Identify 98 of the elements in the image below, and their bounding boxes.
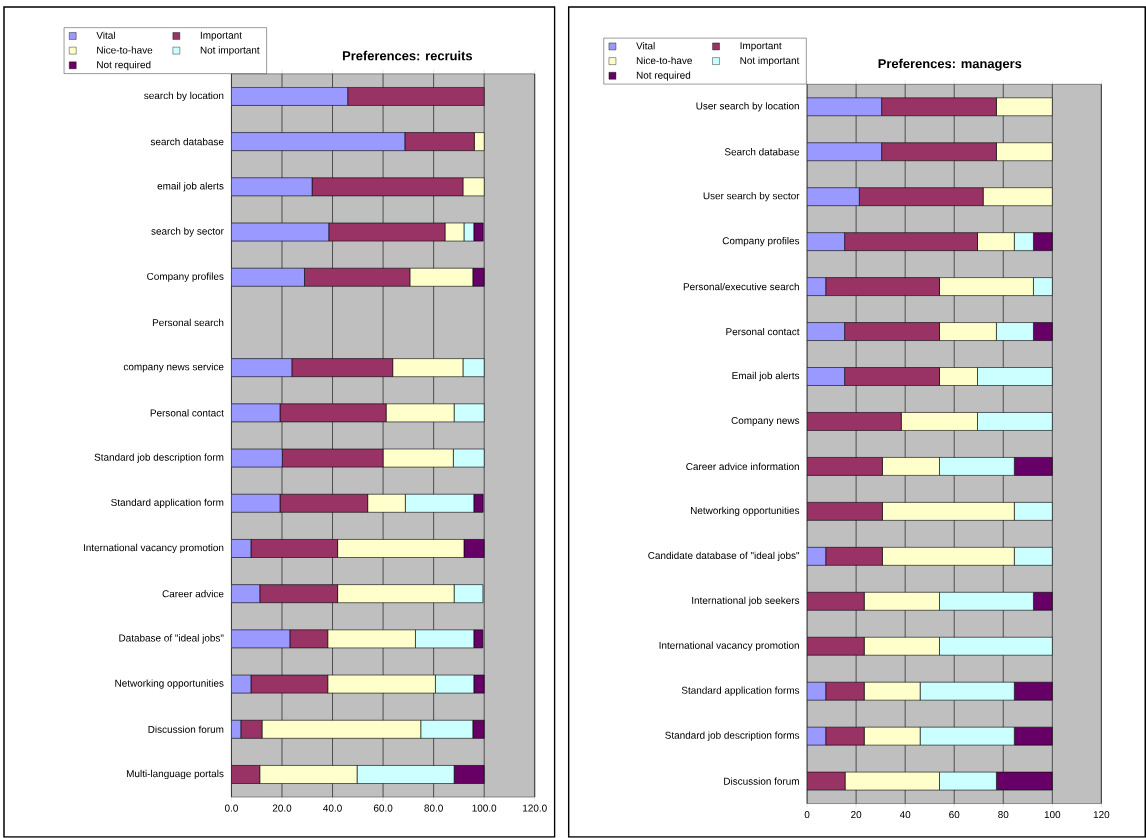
legend-label: Not required <box>636 71 691 81</box>
y-tick-label: Networking opportunities <box>690 506 800 517</box>
bar <box>347 87 485 106</box>
y-tick-label: Standard application form <box>111 498 224 509</box>
y-tick-label: Multi-language portals <box>126 769 224 780</box>
y-tick-label: Database of "ideal jobs" <box>119 634 224 644</box>
legend-label: Vital <box>96 31 115 40</box>
y-tick-label: Email job alerts <box>732 372 800 382</box>
x-tick-label: 20.0 <box>272 804 292 812</box>
bar <box>844 367 940 386</box>
y-tick-label: Networking opportunities <box>115 679 224 689</box>
bar <box>807 232 845 252</box>
legend-label: Vital <box>636 42 655 50</box>
bar <box>304 268 411 287</box>
x-tick-label: 120.0 <box>523 804 547 812</box>
bar <box>231 629 291 649</box>
bar <box>259 584 338 604</box>
bar <box>825 682 865 701</box>
x-tick-label: 20 <box>851 811 862 819</box>
bar <box>231 765 261 784</box>
y-tick-label: search by sector <box>151 227 224 237</box>
y-tick-label: search by location <box>144 91 224 102</box>
bar <box>807 637 865 656</box>
bar <box>807 97 882 117</box>
y-tick-label: Personal contact <box>726 328 800 336</box>
bar <box>807 412 902 431</box>
bar <box>859 187 984 207</box>
bar <box>404 132 475 152</box>
y-tick-label: International job seekers <box>692 596 800 607</box>
y-tick-label: Search database <box>724 148 800 156</box>
bar <box>807 457 883 476</box>
y-tick-label: email job alerts <box>157 182 224 192</box>
x-tick-label: 0.0 <box>224 804 238 812</box>
bar <box>807 367 845 386</box>
bar <box>807 592 865 611</box>
x-tick-label: 120 <box>1093 811 1110 819</box>
y-tick-label: Company news <box>731 417 800 427</box>
y-tick-label: Personal contact <box>150 409 224 417</box>
legend-label: Not important <box>740 56 800 67</box>
bar <box>279 403 387 423</box>
bar <box>231 132 406 152</box>
y-tick-label: Career advice information <box>686 462 799 471</box>
x-tick-label: 80.0 <box>424 804 443 812</box>
y-tick-label: Discussion forum <box>148 725 224 734</box>
x-tick-label: 100.0 <box>472 804 497 812</box>
x-tick-label: 40.0 <box>323 804 342 812</box>
legend-label: Not required <box>97 61 151 71</box>
x-tick-label: 60.0 <box>373 804 393 812</box>
bar <box>311 177 464 197</box>
bar <box>825 547 883 566</box>
bar <box>291 358 393 378</box>
y-tick-label: Discussion forum <box>724 777 799 785</box>
y-tick-label: Standard application forms <box>681 686 800 696</box>
bar <box>289 629 329 649</box>
bar <box>807 187 860 207</box>
y-tick-label: Candidate database of "ideal jobs" <box>648 551 800 562</box>
y-tick-label: Career advice <box>162 590 224 598</box>
legend-label: Important <box>200 31 242 41</box>
bar <box>231 494 281 513</box>
x-tick-label: 40 <box>899 811 911 819</box>
y-tick-label: Company profiles <box>147 272 224 282</box>
x-tick-label: 80 <box>998 811 1009 819</box>
y-tick-label: company news service <box>123 363 224 373</box>
bar <box>807 502 883 521</box>
bar <box>231 358 293 378</box>
y-tick-label: Personal/executive search <box>683 283 799 291</box>
bar <box>881 142 997 162</box>
x-tick-label: 0 <box>804 811 810 819</box>
bar <box>231 584 261 604</box>
bar <box>825 277 940 297</box>
y-tick-label: Standard job description forms <box>665 731 800 741</box>
chart-title: Preferences: recruits <box>342 50 473 61</box>
legend-label: Nice-to-have <box>636 56 692 65</box>
bar <box>231 403 281 423</box>
y-tick-label: User search by sector <box>703 192 800 202</box>
bar <box>231 177 313 197</box>
bar <box>231 268 305 287</box>
chart-title: Preferences: managers <box>878 58 1022 71</box>
legend-label: Not important <box>200 46 260 56</box>
bar <box>881 97 997 117</box>
bar <box>231 87 348 106</box>
y-tick-label: Standard job description form <box>94 453 224 463</box>
bar <box>844 322 940 341</box>
y-tick-label: Personal search <box>152 318 224 327</box>
x-tick-label: 100 <box>1044 811 1061 819</box>
y-tick-label: Company profiles <box>722 237 800 247</box>
bar <box>807 142 882 162</box>
y-tick-label: search database <box>150 138 224 146</box>
bar <box>279 494 368 513</box>
legend-label: Important <box>740 42 782 52</box>
bar <box>250 539 338 558</box>
legend-label: Nice-to-have <box>97 46 153 54</box>
x-tick-label: 60 <box>949 811 960 819</box>
y-tick-label: International vacancy promotion <box>83 543 224 554</box>
bar <box>844 232 978 252</box>
y-tick-label: User search by location <box>696 102 799 112</box>
bar <box>807 322 845 341</box>
y-tick-label: International vacancy promotion <box>659 641 799 651</box>
